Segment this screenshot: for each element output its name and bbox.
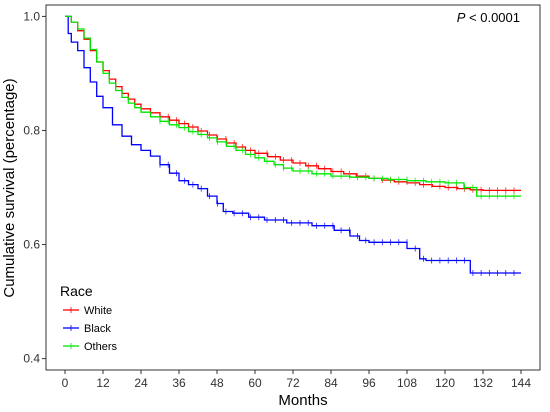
x-axis-title: Months	[278, 392, 327, 409]
x-tick-label: 60	[248, 376, 262, 390]
y-tick-label: 0.6	[23, 238, 40, 252]
y-tick-label: 0.4	[23, 352, 40, 366]
series-line-white	[65, 15, 521, 192]
x-tick-label: 0	[62, 376, 69, 390]
x-tick-label: 120	[435, 376, 455, 390]
p-value-annotation: P < 0.0001	[457, 10, 520, 25]
series-line-others	[65, 15, 521, 197]
axes: 0 12 24 36 48 60 72 84 96 108 120 132 144 0.4 0.6 0.8 1.…	[23, 4, 541, 390]
legend-label-others: Others	[84, 341, 118, 353]
x-tick-label: 96	[362, 376, 376, 390]
series-line-black	[65, 15, 521, 274]
x-tick-label: 144	[511, 376, 531, 390]
x-tick-label: 24	[134, 376, 148, 390]
censor-marks-white	[159, 113, 515, 194]
y-tick-label: 0.8	[23, 123, 40, 137]
x-tick-label: 108	[397, 376, 417, 390]
censor-marks-others	[159, 118, 515, 200]
y-tick-label: 1.0	[23, 9, 40, 23]
y-axis-title: Cumulative survival (percentage)	[1, 78, 18, 297]
legend-label-white: White	[84, 305, 112, 317]
x-tick-label: 48	[210, 376, 224, 390]
p-value-symbol: P	[457, 10, 466, 25]
x-tick-label: 72	[286, 376, 300, 390]
x-tick-label: 84	[324, 376, 338, 390]
censor-marks-black	[159, 161, 515, 276]
x-tick-label: 36	[172, 376, 186, 390]
x-tick-label: 132	[473, 376, 493, 390]
legend: Race White Black Others	[60, 283, 118, 353]
legend-title: Race	[60, 283, 93, 299]
legend-label-black: Black	[84, 323, 111, 335]
x-tick-label: 12	[96, 376, 110, 390]
series-lines	[65, 15, 521, 276]
p-value-text: < 0.0001	[465, 10, 520, 25]
